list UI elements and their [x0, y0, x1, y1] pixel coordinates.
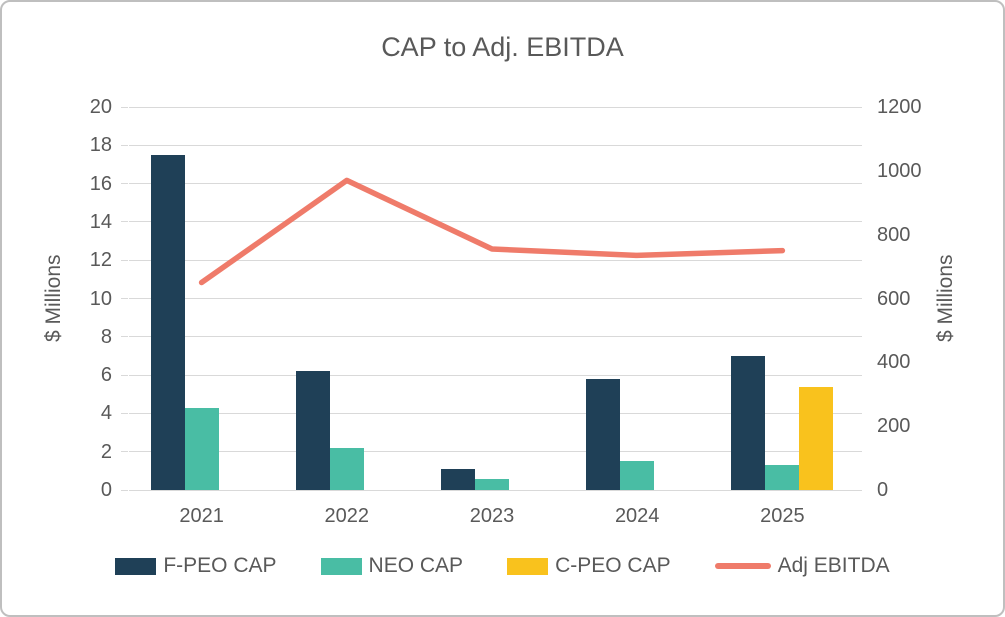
legend-item-c-peo-cap: C-PEO CAP [507, 554, 671, 578]
left-axis-tick-label: 20 [89, 96, 112, 118]
axis-tick-mark [855, 106, 862, 108]
axis-tick-mark [855, 298, 862, 299]
x-axis-tick-label: 2023 [469, 505, 515, 527]
plot-area [121, 106, 862, 491]
gridline [129, 221, 855, 223]
legend-line-adj-ebitda [714, 563, 771, 569]
legend-label-f-peo-cap: F-PEO CAP [163, 554, 277, 577]
bar-f-peo-cap-2021 [150, 154, 185, 490]
left-axis-tick-label: 0 [100, 479, 112, 501]
axis-tick-mark [121, 106, 128, 108]
gridline [129, 259, 855, 261]
gridline [129, 412, 855, 414]
legend-swatch-neo-cap [320, 557, 362, 575]
legend-label-c-peo-cap: C-PEO CAP [555, 554, 671, 577]
right-axis-title: $ Millions [934, 254, 957, 343]
legend-item-neo-cap: NEO CAP [320, 554, 464, 578]
right-axis-tick-label: 600 [877, 287, 911, 310]
x-axis-tick-labels: 2021 2022 2023 2024 2025 [129, 505, 855, 533]
axis-tick-mark [121, 144, 128, 146]
x-axis-tick-label: 2025 [760, 505, 805, 527]
right-axis-tick-label: 200 [877, 415, 911, 438]
left-axis-tick-label: 14 [89, 210, 112, 233]
bar-f-peo-cap-2025 [731, 355, 766, 490]
legend-item-adj-ebitda: Adj EBITDA [714, 554, 890, 578]
right-axis-tick-label: 1000 [877, 159, 922, 182]
right-axis-tick-label: 400 [877, 351, 911, 374]
left-axis-tick-label: 12 [89, 249, 112, 272]
bar-neo-cap-2025 [765, 465, 800, 490]
axis-tick-mark [855, 183, 862, 185]
gridline [129, 451, 855, 453]
chart-title: CAP to Adj. EBITDA [381, 32, 624, 62]
x-axis-tick-label: 2022 [324, 505, 370, 527]
bar-c-peo-cap-2025 [799, 386, 834, 490]
axis-tick-mark [855, 336, 862, 338]
gridline [129, 106, 855, 108]
axis-tick-mark [121, 489, 128, 491]
axis-tick-mark [855, 451, 862, 453]
right-axis-tick-label: 0 [877, 479, 889, 501]
axis-tick-mark [121, 259, 128, 261]
gridline [129, 336, 855, 338]
left-axis-tick-label: 2 [100, 440, 112, 463]
gridline [129, 183, 855, 185]
legend-label-neo-cap: NEO CAP [368, 554, 464, 577]
axis-tick-mark [855, 221, 862, 223]
x-axis-tick-label: 2021 [179, 505, 224, 527]
left-axis-tick-label: 8 [100, 325, 112, 348]
left-axis-tick-label: 10 [89, 287, 112, 310]
left-axis-tick-label: 4 [100, 402, 112, 425]
bar-f-peo-cap-2023 [441, 468, 475, 490]
legend: F-PEO CAP NEO CAP C-PEO CAP Adj EBITDA [2, 554, 1003, 578]
left-axis-tick-label: 6 [100, 364, 112, 387]
legend-item-f-peo-cap: F-PEO CAP [115, 554, 277, 578]
right-axis-tick-label: 800 [877, 223, 911, 246]
axis-tick-mark [121, 183, 128, 185]
left-axis-tick-label: 16 [89, 172, 112, 195]
gridline [129, 374, 855, 376]
legend-swatch-f-peo-cap [115, 557, 157, 575]
left-axis-tick-labels: 20 18 16 14 12 10 8 6 4 2 0 [2, 96, 112, 501]
axis-tick-mark [121, 412, 128, 414]
bar-f-peo-cap-2024 [586, 378, 621, 490]
right-axis-tick-labels: 1200 1000 800 600 400 200 0 [877, 96, 967, 501]
gridline [129, 298, 855, 299]
legend-swatch-c-peo-cap [507, 557, 549, 575]
axis-tick-mark [121, 336, 128, 338]
bar-f-peo-cap-2022 [295, 371, 330, 490]
adj-ebitda-line [198, 177, 786, 286]
x-axis-tick-label: 2024 [614, 505, 660, 527]
gridline [129, 144, 855, 146]
axis-tick-mark [121, 374, 128, 376]
bar-neo-cap-2023 [475, 478, 509, 490]
axis-tick-mark [855, 412, 862, 414]
axis-tick-mark [855, 374, 862, 376]
bar-neo-cap-2021 [184, 407, 219, 490]
legend-label-adj-ebitda: Adj EBITDA [777, 554, 890, 577]
axis-tick-mark [855, 144, 862, 146]
axis-tick-mark [855, 259, 862, 261]
bar-neo-cap-2024 [620, 461, 655, 490]
axis-tick-mark [121, 298, 128, 299]
bar-neo-cap-2022 [329, 447, 364, 490]
gridline [129, 489, 855, 491]
axis-tick-mark [855, 489, 862, 491]
axis-tick-mark [121, 221, 128, 223]
axis-tick-mark [121, 451, 128, 453]
left-axis-tick-label: 18 [89, 134, 112, 157]
right-axis-tick-label: 1200 [877, 96, 922, 118]
